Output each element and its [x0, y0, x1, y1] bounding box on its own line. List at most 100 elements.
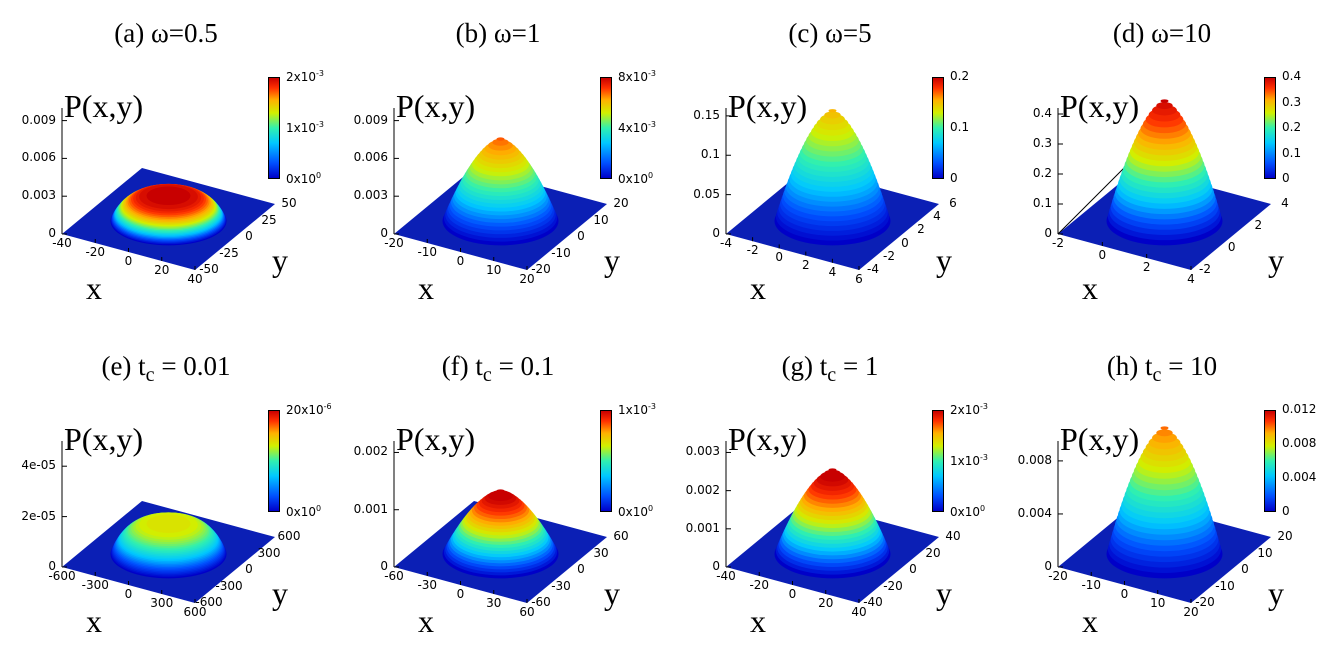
- colorbar: [600, 77, 612, 179]
- surface-slice: [1156, 429, 1173, 437]
- z-tick-label: 2e-05: [21, 508, 56, 523]
- z-tick-label: 0.4: [1032, 106, 1052, 120]
- x-tick-label: 600: [183, 605, 207, 619]
- z-tick-label: 0.3: [1032, 136, 1052, 150]
- x-tick-label: -2: [1052, 236, 1064, 250]
- z-tick-label: 0.001: [685, 520, 720, 535]
- colorbar: [932, 410, 944, 512]
- colorbar: [268, 77, 280, 179]
- surface-slice: [146, 514, 191, 533]
- surface-slice: [492, 489, 509, 497]
- z-tick-label: 0.003: [353, 188, 388, 203]
- chart-panel-5: (e) tc = 0.01 0 2e-05 4e-05 -600 -300 0 300 600 6…: [0, 333, 332, 666]
- surface-slice: [824, 469, 841, 477]
- y-tick-label: 0: [577, 229, 585, 243]
- z-axis-label: P(x,y): [728, 88, 808, 124]
- surface-slice: [828, 468, 837, 472]
- y-tick-label: 0: [1227, 240, 1236, 254]
- x-tick-label: 40: [187, 272, 203, 286]
- colorbar: [1264, 410, 1276, 512]
- z-tick-label: 0: [712, 226, 720, 240]
- y-tick-label: 2: [1254, 218, 1263, 232]
- colorbar: [268, 410, 280, 512]
- title-suffix: = 0.01: [154, 351, 231, 381]
- colorbar-tick-label: 2x10-3: [286, 69, 324, 84]
- x-tick-label: -40: [52, 236, 72, 250]
- surface-slice: [828, 109, 837, 113]
- z-tick-label: 0: [48, 226, 56, 240]
- z-axis-label: P(x,y): [396, 88, 476, 124]
- y-axis-label: y: [936, 242, 952, 278]
- x-tick-label: -20: [384, 236, 404, 250]
- x-axis-label: x: [86, 270, 102, 306]
- x-axis-label: x: [750, 603, 766, 639]
- colorbar-tick-label: 0x100: [950, 504, 986, 519]
- z-tick-label: 0.003: [21, 188, 56, 203]
- y-tick-label: 40: [945, 529, 961, 543]
- colorbar: [1264, 77, 1276, 179]
- panel-title: (f) tc = 0.1: [332, 351, 664, 387]
- y-axis-label: y: [936, 575, 952, 611]
- colorbar-tick-label: 20x10-6: [286, 402, 332, 417]
- y-tick-label: -30: [551, 578, 571, 593]
- surface-plot: [393, 441, 607, 603]
- y-axis-label: y: [272, 242, 288, 278]
- x-tick-label: 6: [855, 272, 863, 286]
- surface-slice: [1156, 102, 1173, 110]
- z-tick-label: 0.002: [685, 482, 720, 497]
- x-tick-label: 0: [1098, 248, 1107, 262]
- z-axis-label: P(x,y): [1060, 421, 1140, 457]
- x-axis-label: x: [86, 603, 102, 639]
- y-axis-label: y: [1268, 242, 1284, 278]
- colorbar-tick-label: 0.2: [950, 69, 970, 83]
- x-tick-label: -4: [720, 236, 732, 250]
- x-tick-label: 4: [1187, 272, 1195, 286]
- surface-plot: [61, 441, 275, 603]
- title-main: (h) t: [1106, 351, 1153, 381]
- x-tick-label: -2: [746, 243, 759, 258]
- y-tick-label: 20: [613, 196, 629, 210]
- y-tick-label: -25: [219, 245, 239, 260]
- y-tick-label: 20: [925, 545, 941, 560]
- x-tick-label: 60: [519, 605, 535, 619]
- title-main: (d) ω=10: [1112, 18, 1212, 48]
- x-tick-label: 20: [154, 263, 170, 277]
- colorbar-tick-label: 0.1: [950, 120, 970, 134]
- colorbar-tick-label: 1x10-3: [950, 453, 988, 468]
- title-main: (c) ω=5: [788, 18, 872, 48]
- surface-slice: [1160, 99, 1169, 103]
- z-tick-label: 0: [1044, 226, 1052, 240]
- y-tick-label: 4: [933, 209, 941, 224]
- title-subscript: c: [1152, 364, 1162, 386]
- x-tick-label: 2: [1142, 260, 1151, 274]
- x-tick-label: -300: [81, 578, 109, 592]
- title-subscript: c: [827, 364, 837, 386]
- z-tick-label: 0.1: [700, 147, 720, 162]
- colorbar-tick-label: 0.4: [1282, 69, 1302, 83]
- z-tick-label: 0.002: [353, 444, 388, 459]
- colorbar-tick-label: 0x100: [618, 171, 654, 186]
- z-tick-label: 0: [380, 559, 388, 573]
- y-tick-label: 0: [245, 562, 253, 576]
- y-tick-label: 50: [281, 196, 297, 210]
- y-axis-label: y: [604, 575, 620, 611]
- y-tick-label: 10: [1257, 545, 1273, 560]
- x-axis-label: x: [1082, 603, 1098, 639]
- y-axis-label: y: [604, 242, 620, 278]
- title-main: (a) ω=0.5: [114, 18, 218, 48]
- y-tick-label: 0: [577, 562, 585, 576]
- x-tick-label: 20: [519, 272, 535, 286]
- colorbar-tick-label: 0x100: [618, 504, 654, 519]
- colorbar: [932, 77, 944, 179]
- title-subscript: c: [482, 364, 492, 386]
- colorbar-tick-label: 0x100: [286, 504, 322, 519]
- panel-title: (d) ω=10: [996, 18, 1328, 49]
- colorbar-tick-label: 0: [1282, 171, 1290, 185]
- z-tick-label: 0.009: [353, 112, 388, 127]
- y-tick-label: -2: [883, 248, 895, 263]
- surface-slice: [492, 138, 509, 146]
- z-tick-label: 0.05: [693, 186, 720, 201]
- colorbar-tick-label: 4x10-3: [618, 120, 656, 135]
- z-axis-label: P(x,y): [64, 88, 144, 124]
